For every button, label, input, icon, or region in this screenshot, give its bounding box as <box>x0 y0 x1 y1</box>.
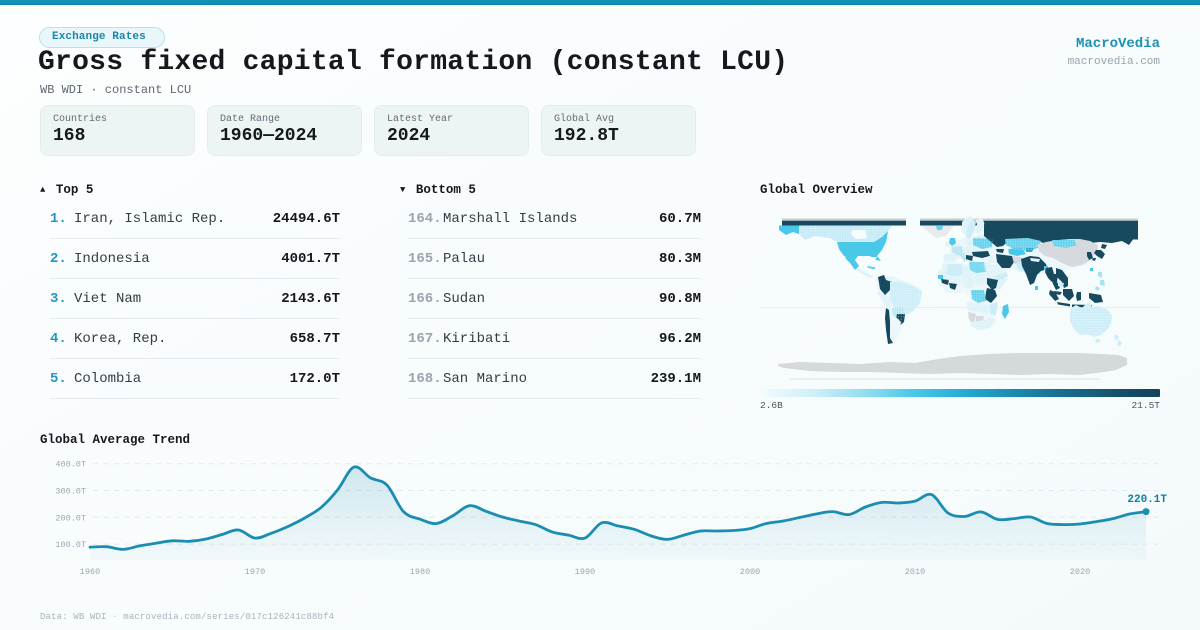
svg-text:2010: 2010 <box>905 567 925 577</box>
svg-text:1960: 1960 <box>80 567 100 577</box>
svg-text:1980: 1980 <box>410 567 430 577</box>
svg-text:1990: 1990 <box>575 567 595 577</box>
svg-text:200.0T: 200.0T <box>55 513 86 523</box>
svg-text:2000: 2000 <box>740 567 760 577</box>
svg-text:2020: 2020 <box>1070 567 1090 577</box>
svg-text:300.0T: 300.0T <box>55 487 86 497</box>
svg-text:100.0T: 100.0T <box>55 540 86 550</box>
svg-text:1970: 1970 <box>245 567 265 577</box>
svg-text:400.0T: 400.0T <box>55 460 86 470</box>
